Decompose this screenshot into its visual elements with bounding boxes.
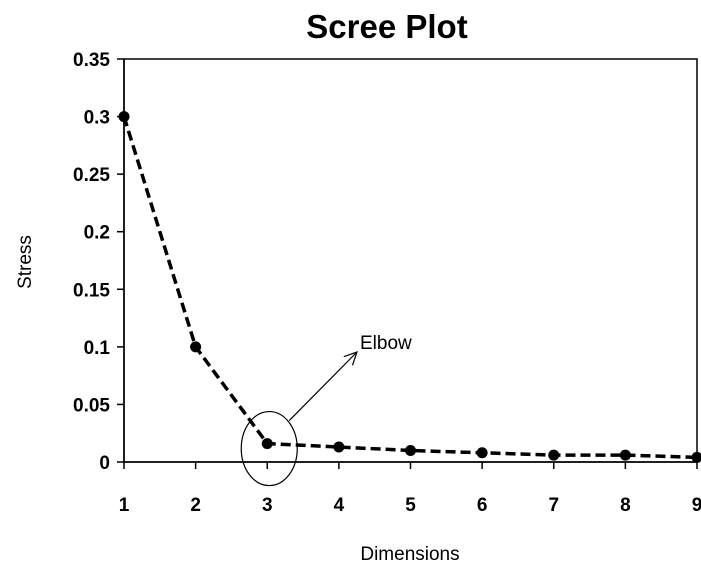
data-point xyxy=(691,451,701,463)
x-tick-label: 2 xyxy=(190,495,201,516)
data-point xyxy=(261,438,273,450)
data-point xyxy=(476,447,488,459)
y-tick-label: 0.3 xyxy=(84,108,110,129)
data-point xyxy=(405,444,416,456)
y-tick-label: 0.35 xyxy=(73,50,110,71)
elbow-ellipse xyxy=(240,410,298,487)
series-line xyxy=(122,116,698,460)
y-tick-label: 0 xyxy=(99,453,110,474)
plot-area: 0 0.05 0.1 0.15 0.2 0.25 0.3 0.35 1 2 3 4 5 6 7 8 9 Elbow xyxy=(73,50,701,516)
data-point xyxy=(118,111,130,123)
chart-title: Scree Plot xyxy=(306,8,467,45)
elbow-arrow-line xyxy=(288,351,358,421)
y-tick-label: 0.25 xyxy=(73,165,110,186)
elbow-annotation-label: Elbow xyxy=(360,333,412,354)
x-tick-label: 1 xyxy=(119,495,130,516)
x-tick-label: 9 xyxy=(692,495,701,516)
plot-frame xyxy=(123,58,698,463)
x-tick-label: 6 xyxy=(477,495,488,516)
y-tick-label: 0.15 xyxy=(73,280,110,301)
x-tick-label: 4 xyxy=(334,495,345,516)
data-point xyxy=(619,449,631,461)
data-point xyxy=(333,441,345,453)
y-tick-label: 0.2 xyxy=(84,223,110,244)
x-tick-label: 3 xyxy=(262,495,273,516)
y-axis-label: Stress xyxy=(15,235,36,289)
x-tick-label: 5 xyxy=(405,495,416,516)
x-axis-label: Dimensions xyxy=(360,544,459,563)
x-tick-label: 8 xyxy=(620,495,631,516)
data-point xyxy=(190,341,202,353)
data-point xyxy=(548,449,560,461)
y-tick-label: 0.1 xyxy=(84,338,111,359)
y-tick-label: 0.05 xyxy=(73,395,110,416)
y-axis-label-group: Stress xyxy=(15,235,36,289)
elbow-arrow-head xyxy=(343,351,358,366)
x-tick-label: 7 xyxy=(548,495,559,516)
